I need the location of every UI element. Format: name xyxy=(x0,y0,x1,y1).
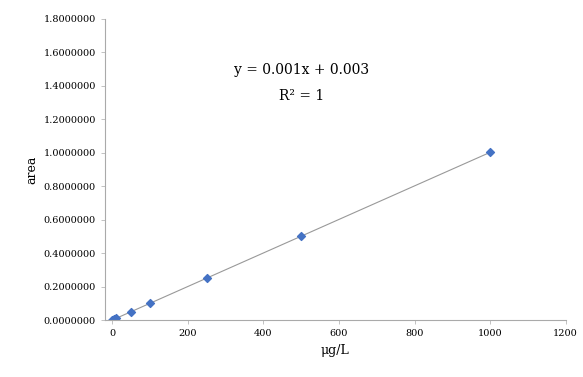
Point xyxy=(127,308,136,314)
Point xyxy=(297,233,306,239)
Y-axis label: area: area xyxy=(25,155,38,184)
Point xyxy=(202,275,212,281)
X-axis label: μg/L: μg/L xyxy=(321,344,350,357)
Point xyxy=(108,317,117,323)
Point xyxy=(110,316,119,322)
Text: y = 0.001x + 0.003: y = 0.001x + 0.003 xyxy=(234,63,369,78)
Point xyxy=(146,300,155,306)
Point xyxy=(111,315,121,321)
Text: R² = 1: R² = 1 xyxy=(279,89,324,103)
Point xyxy=(485,149,494,155)
